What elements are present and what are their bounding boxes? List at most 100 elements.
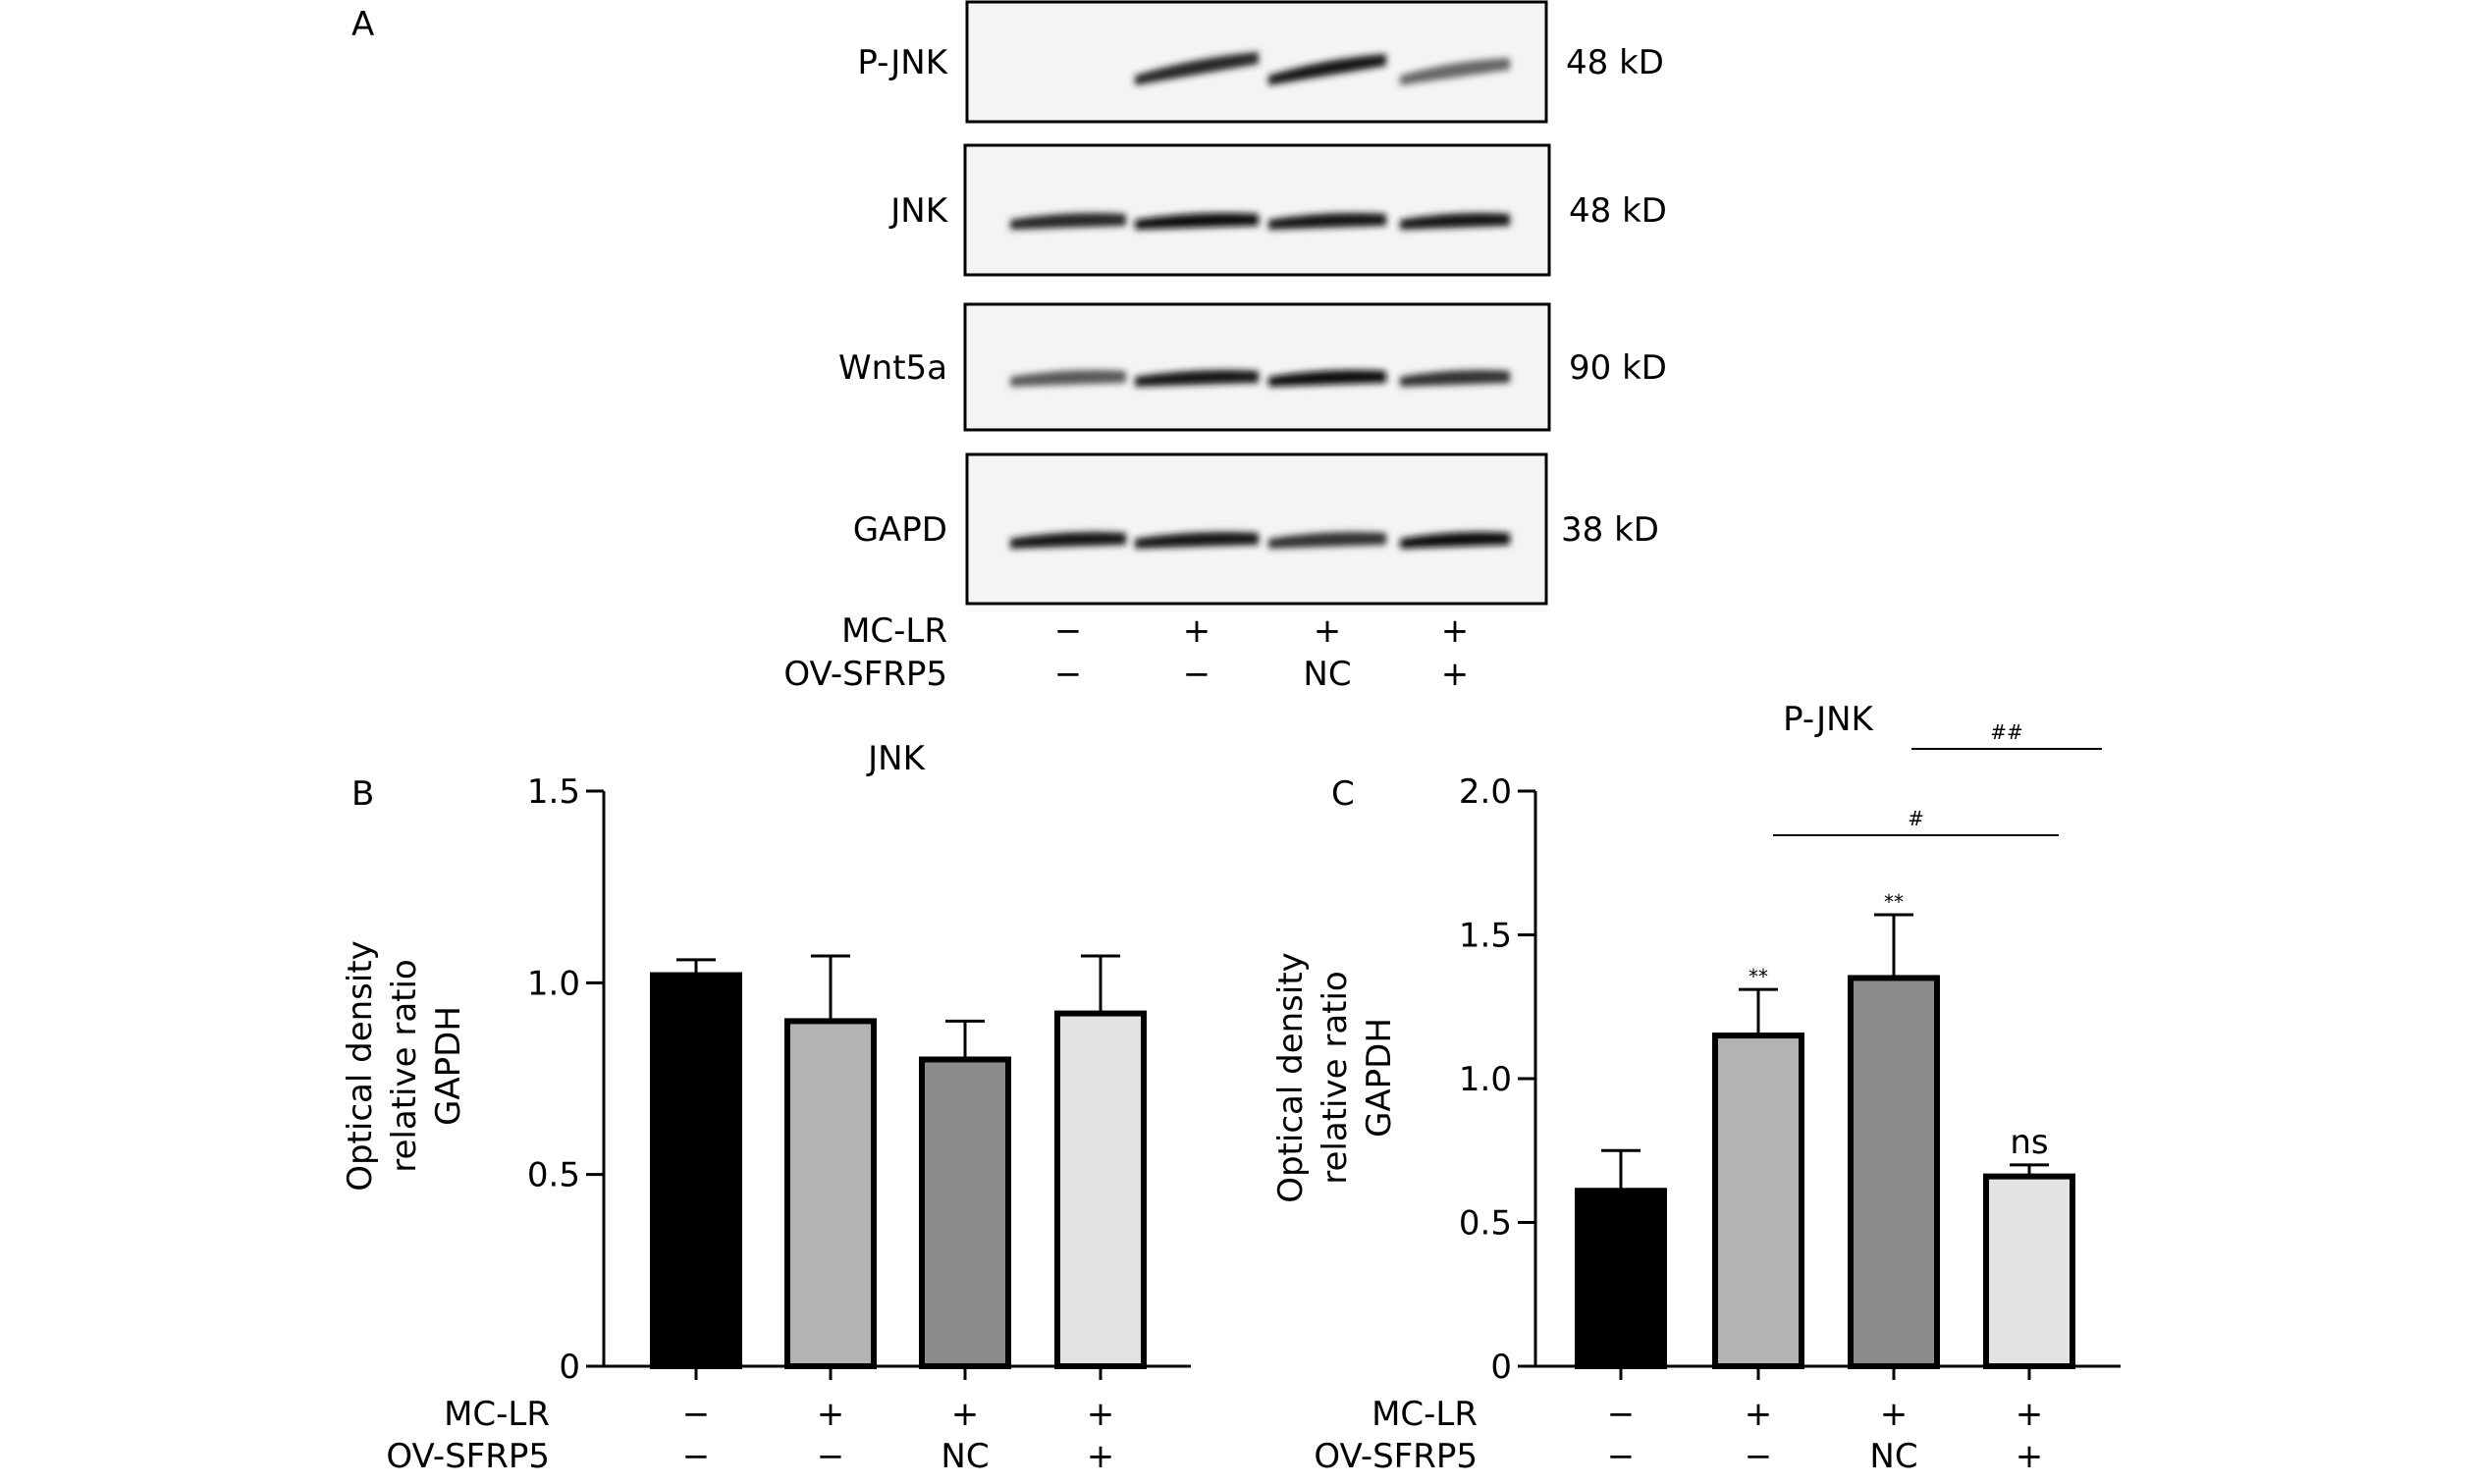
chart-b-title: JNK <box>866 739 926 778</box>
blot-band <box>1135 369 1259 387</box>
blot-band <box>1135 531 1259 549</box>
condition-value: + <box>951 1395 980 1434</box>
condition-name: OV-SFRP5 <box>386 1437 550 1476</box>
y-tick-label: 0 <box>559 1348 580 1387</box>
y-tick-label: 2.0 <box>1459 772 1512 812</box>
condition-value: − <box>1183 655 1211 694</box>
condition-value: + <box>1441 611 1470 651</box>
bar <box>1575 1188 1667 1370</box>
chart-c-ylabel-line1: Optical density <box>1271 952 1311 1203</box>
y-tick-label: 0 <box>1490 1348 1512 1387</box>
blot-frame <box>963 302 1551 432</box>
blot-band <box>1268 369 1386 387</box>
chart-c-ylabel-line2: relative ratio <box>1316 971 1355 1184</box>
blot-label: JNK <box>888 191 948 231</box>
condition-value: + <box>1087 1437 1115 1476</box>
significance-label: ** <box>1748 965 1768 988</box>
condition-value: − <box>817 1437 845 1476</box>
chart-c-ylabel-line3: GAPDH <box>1360 1018 1399 1138</box>
condition-name: MC-LR <box>1371 1395 1478 1434</box>
panel-c-pjnk-chart: C P-JNK Optical density relative ratio G… <box>1271 700 2121 1476</box>
blot-band <box>1268 531 1386 549</box>
blot-size-label: 48 kD <box>1569 191 1667 231</box>
condition-value: + <box>1183 611 1211 651</box>
chart-c-title: P-JNK <box>1783 700 1874 739</box>
blot-jnk: JNK 48 kD <box>888 143 1667 277</box>
blot-band <box>1400 212 1510 230</box>
blot-band <box>1268 212 1386 230</box>
condition-value: + <box>1087 1395 1115 1434</box>
chart-b-plot: 00.51.01.5MC-LR − + + +OV-SFRP5− − NC + <box>386 772 1191 1476</box>
condition-value: − <box>1054 655 1083 694</box>
blot-frame <box>963 143 1551 277</box>
blot-band <box>1400 58 1510 85</box>
blot-size-label: 90 kD <box>1569 348 1667 388</box>
blot-band <box>1400 369 1510 387</box>
panel-c-letter: C <box>1331 774 1355 814</box>
condition-value: NC <box>1869 1437 1917 1476</box>
condition-value: − <box>682 1395 711 1434</box>
blot-band <box>1010 531 1126 549</box>
panel-b-letter: B <box>351 774 374 814</box>
condition-value: − <box>1054 611 1083 651</box>
condition-value: + <box>1745 1395 1773 1434</box>
condition-value: NC <box>1303 655 1351 694</box>
blot-rows: P-JNK 48 kD JNK 48 kD Wnt5a 90 kD GAPD 38 kD <box>838 0 1667 606</box>
condition-value: + <box>817 1395 845 1434</box>
blot-band <box>1010 212 1126 230</box>
condition-value: + <box>2016 1395 2044 1434</box>
blot-band <box>1010 369 1126 387</box>
chart-b-ylabel-line1: Optical density <box>341 940 380 1192</box>
condition-value: + <box>1880 1395 1909 1434</box>
condition-value: + <box>1314 611 1342 651</box>
blot-gapd: GAPD 38 kD <box>853 452 1659 606</box>
blot-wnt5a: Wnt5a 90 kD <box>838 302 1667 432</box>
y-tick-label: 0.5 <box>527 1156 580 1195</box>
blot-band <box>1135 52 1259 85</box>
bar <box>1848 975 1940 1369</box>
condition-value: − <box>1607 1437 1636 1476</box>
chart-c-plot: 00.51.01.52.0****ns###MC-LR − + + +OV-SFRP5−… <box>1314 720 2121 1476</box>
bar <box>784 1018 877 1370</box>
condition-name: MC-LR <box>841 611 947 651</box>
significance-label: ** <box>1884 890 1904 914</box>
y-tick-label: 1.5 <box>527 772 580 812</box>
blot-label: Wnt5a <box>838 348 947 388</box>
panel-a-condition-table: MC-LR − + + + OV-SFRP5 − − NC + <box>783 611 1469 694</box>
significance-label: ns <box>2010 1123 2048 1162</box>
condition-name: OV-SFRP5 <box>783 655 947 694</box>
chart-b-ylabel-line2: relative ratio <box>385 959 424 1172</box>
panel-a-letter: A <box>351 5 374 44</box>
comparison-label: # <box>1908 807 1924 830</box>
comparison-label: ## <box>1990 720 2023 744</box>
chart-b-ylabel-line3: GAPDH <box>429 1006 468 1126</box>
condition-value: NC <box>941 1437 989 1476</box>
condition-value: − <box>1745 1437 1773 1476</box>
condition-value: + <box>2016 1437 2044 1476</box>
blot-p-jnk: P-JNK 48 kD <box>857 0 1664 124</box>
bar <box>1054 1010 1147 1369</box>
blot-frame <box>965 452 1548 606</box>
condition-name: OV-SFRP5 <box>1314 1437 1478 1476</box>
condition-name: MC-LR <box>444 1395 550 1434</box>
condition-value: − <box>1607 1395 1636 1434</box>
bar <box>1983 1173 2075 1369</box>
blot-band <box>1268 54 1386 85</box>
bar <box>1712 1033 1804 1370</box>
y-tick-label: 0.5 <box>1459 1204 1512 1244</box>
blot-label: GAPD <box>853 510 947 550</box>
condition-value: + <box>1441 655 1470 694</box>
blot-band <box>1135 212 1259 230</box>
condition-value: − <box>682 1437 711 1476</box>
blot-size-label: 48 kD <box>1566 43 1664 82</box>
y-tick-label: 1.5 <box>1459 917 1512 956</box>
y-tick-label: 1.0 <box>527 964 580 1003</box>
panel-b-jnk-chart: B JNK Optical density relative ratio GAP… <box>341 739 1191 1476</box>
y-tick-label: 1.0 <box>1459 1060 1512 1099</box>
bar <box>919 1056 1011 1369</box>
blot-band <box>1400 531 1510 549</box>
blot-size-label: 38 kD <box>1561 510 1659 550</box>
blot-label: P-JNK <box>857 43 948 82</box>
